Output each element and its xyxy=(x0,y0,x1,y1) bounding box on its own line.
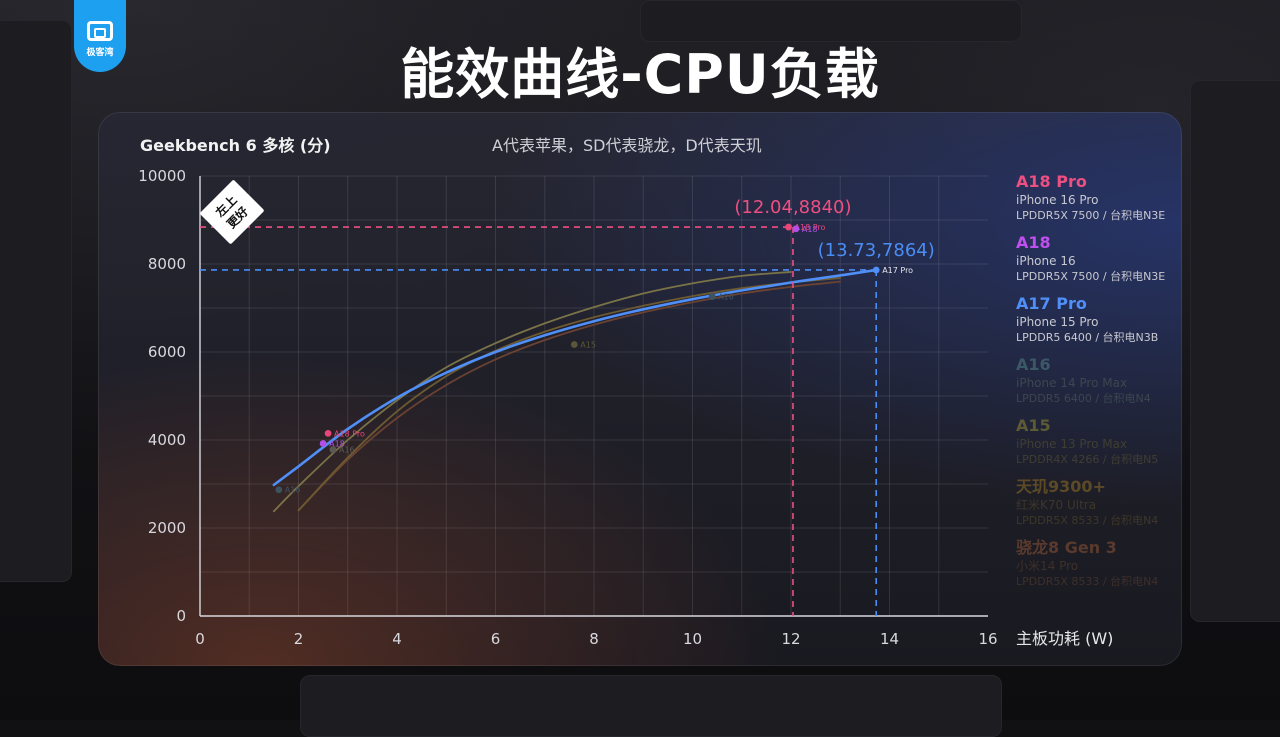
legend-chip-name: A16 xyxy=(1016,355,1051,374)
y-tick-label: 0 xyxy=(176,607,186,625)
legend-chip-name: 骁龙8 Gen 3 xyxy=(1016,538,1117,557)
chart-card xyxy=(98,112,1182,666)
data-point xyxy=(329,446,337,454)
legend-entry: A18 iPhone 16 LPDDR5X 7500 / 台积电N3E xyxy=(1016,233,1186,285)
legend-entry: A17 Pro iPhone 15 Pro LPDDR5 6400 / 台积电N3B xyxy=(1016,294,1186,346)
chart-title: Geekbench 6 多核 (分) xyxy=(140,136,331,155)
x-tick-label: 14 xyxy=(880,630,899,648)
bg-panel xyxy=(0,20,72,582)
legend-chip-name: A15 xyxy=(1016,416,1051,435)
data-point-label: A18 xyxy=(329,440,345,449)
data-point xyxy=(785,223,792,231)
y-tick-label: 6000 xyxy=(148,343,186,361)
x-tick-label: 10 xyxy=(683,630,702,648)
data-point xyxy=(319,440,327,447)
data-point xyxy=(324,430,332,437)
series-line xyxy=(297,277,842,512)
chart-subtitle: A代表苹果，SD代表骁龙，D代表天玑 xyxy=(492,136,762,155)
legend-memory: LPDDR4X 4266 / 台积电N5 xyxy=(1016,453,1159,466)
chip-icon xyxy=(87,20,113,41)
x-tick-label: 4 xyxy=(392,630,402,648)
series-line xyxy=(272,271,792,513)
data-point xyxy=(872,266,880,274)
legend-entry: A15 iPhone 13 Pro Max LPDDR4X 4266 / 台积电N5 xyxy=(1016,416,1186,468)
legend-chip-name: A18 xyxy=(1016,233,1051,252)
legend-entry: 骁龙8 Gen 3 小米14 Pro LPDDR5X 8533 / 台积电N4 xyxy=(1016,538,1186,590)
legend-device: 小米14 Pro xyxy=(1016,559,1079,573)
legend-memory: LPDDR5X 7500 / 台积电N3E xyxy=(1016,270,1166,283)
legend-entry: 天玑9300+ 红米K70 Ultra LPDDR5X 8533 / 台积电N4 xyxy=(1016,477,1186,529)
legend-memory: LPDDR5 6400 / 台积电N4 xyxy=(1016,392,1151,405)
logo-text: 极客湾 xyxy=(86,47,114,58)
legend-memory: LPDDR5 6400 / 台积电N3B xyxy=(1016,331,1159,344)
annotation-label: (13.73,7864) xyxy=(818,240,935,261)
data-point-label: A18 Pro xyxy=(795,223,826,232)
legend-device: 红米K70 Ultra xyxy=(1016,498,1097,512)
data-point xyxy=(708,293,716,300)
x-tick-label: 0 xyxy=(195,630,205,648)
legend-memory: LPDDR5X 8533 / 台积电N4 xyxy=(1016,575,1159,588)
data-point-label: A16 xyxy=(718,293,734,302)
brand-logo: 极客湾 xyxy=(74,0,126,72)
chart-legend: A18 Pro iPhone 16 Pro LPDDR5X 7500 / 台积电N3… xyxy=(1016,172,1186,599)
data-point xyxy=(570,341,578,348)
legend-entry: A18 Pro iPhone 16 Pro LPDDR5X 7500 / 台积电N3… xyxy=(1016,172,1186,224)
x-tick-label: 16 xyxy=(978,630,997,648)
bg-panel xyxy=(640,0,1022,42)
page-title: 能效曲线-CPU负载 xyxy=(400,43,880,106)
annotation-label: (12.04,8840) xyxy=(734,197,851,218)
legend-entry: A16 iPhone 14 Pro Max LPDDR5 6400 / 台积电N4 xyxy=(1016,355,1186,407)
legend-device: iPhone 13 Pro Max xyxy=(1016,437,1128,451)
chart-plot: 0 2 4 6 8 10 12 14 16 0 2000 4000 6000 8000 10000 主板功耗 … xyxy=(138,167,1113,648)
bg-panel xyxy=(1190,80,1280,622)
legend-memory: LPDDR5X 7500 / 台积电N3E xyxy=(1016,209,1166,222)
x-axis-label: 主板功耗 (W) xyxy=(1016,629,1113,648)
series-line xyxy=(272,268,878,487)
legend-chip-name: A17 Pro xyxy=(1016,294,1087,313)
badge-background xyxy=(200,180,264,244)
y-tick-label: 4000 xyxy=(148,431,186,449)
data-point-label: A18 xyxy=(802,225,818,234)
y-tick-label: 10000 xyxy=(138,167,186,185)
data-point-label: A15 xyxy=(580,341,596,350)
data-point xyxy=(275,486,283,494)
data-point-label: A16 xyxy=(339,446,355,455)
data-point-label: A17 Pro xyxy=(882,266,913,275)
legend-device: iPhone 15 Pro xyxy=(1016,315,1099,329)
legend-chip-name: A18 Pro xyxy=(1016,172,1087,191)
y-tick-label: 2000 xyxy=(148,519,186,537)
data-point-label: A16 xyxy=(285,486,301,495)
data-point-label: A18 Pro xyxy=(334,429,365,438)
series-line xyxy=(297,280,842,512)
legend-memory: LPDDR5X 8533 / 台积电N4 xyxy=(1016,514,1159,527)
legend-device: iPhone 14 Pro Max xyxy=(1016,376,1128,390)
y-tick-label: 8000 xyxy=(148,255,186,273)
x-tick-label: 8 xyxy=(589,630,599,648)
legend-device: iPhone 16 xyxy=(1016,254,1076,268)
x-tick-label: 2 xyxy=(294,630,304,648)
data-point xyxy=(792,225,800,233)
x-tick-label: 6 xyxy=(491,630,501,648)
legend-chip-name: 天玑9300+ xyxy=(1016,477,1106,496)
x-tick-label: 12 xyxy=(781,630,800,648)
legend-device: iPhone 16 Pro xyxy=(1016,193,1099,207)
